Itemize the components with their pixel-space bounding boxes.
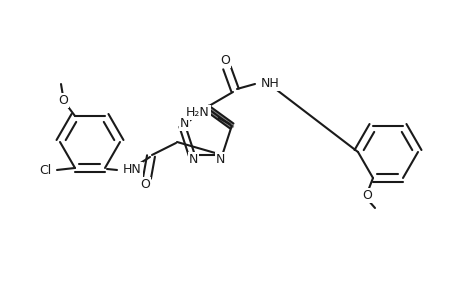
Text: O: O — [140, 178, 150, 191]
Text: N: N — [179, 117, 189, 130]
Text: H₂N: H₂N — [185, 106, 209, 119]
Text: HN: HN — [123, 164, 141, 176]
Text: O: O — [219, 55, 230, 68]
Text: O: O — [58, 94, 68, 106]
Text: O: O — [361, 190, 371, 202]
Text: N: N — [189, 152, 198, 166]
Text: N: N — [215, 152, 224, 166]
Text: NH: NH — [260, 77, 279, 91]
Text: Cl: Cl — [39, 164, 51, 178]
